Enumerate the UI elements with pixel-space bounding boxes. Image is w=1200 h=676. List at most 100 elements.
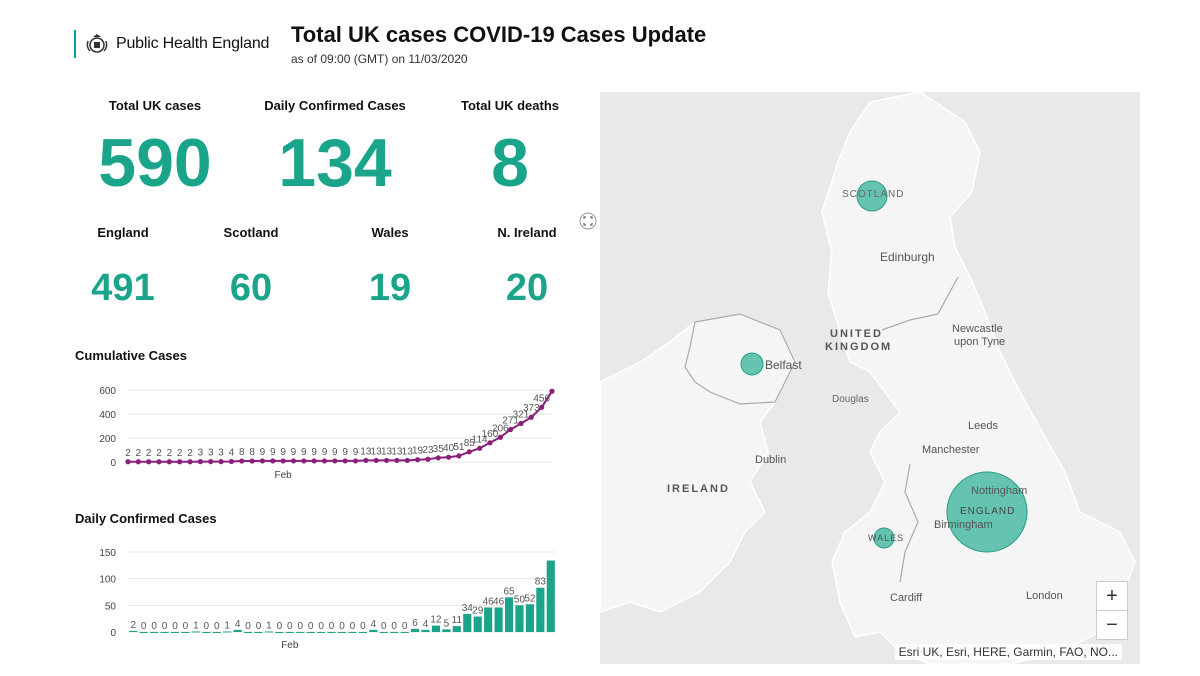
data-label: 13 [381, 446, 393, 457]
y-tick-label: 150 [99, 548, 116, 559]
data-point [290, 458, 297, 464]
bar [369, 629, 378, 632]
data-label: 13 [391, 446, 403, 457]
bar-label: 0 [162, 621, 168, 632]
data-label: 3 [198, 448, 204, 459]
map-label-dublin: Dublin [755, 454, 787, 466]
y-tick-label: 600 [99, 386, 116, 397]
bar-label: 5 [444, 618, 450, 629]
data-label: 160 [482, 429, 499, 440]
bar-label: 1 [266, 620, 272, 631]
data-point [187, 459, 193, 465]
bar-label: 4 [235, 619, 241, 630]
bar-label: 0 [350, 621, 356, 632]
bar [170, 632, 180, 633]
data-point [528, 414, 534, 420]
bar-label: 6 [412, 618, 418, 629]
map-label-nottingham: Nottingham [971, 485, 1028, 497]
data-point [342, 458, 348, 464]
data-point [301, 458, 307, 464]
data-point [466, 449, 472, 455]
data-label: 9 [291, 447, 297, 458]
data-label: 9 [311, 447, 317, 458]
brand-name: Public Health England [116, 35, 270, 52]
data-label: 2 [187, 448, 193, 459]
england-case-bubble[interactable] [946, 471, 1028, 553]
wales-england-border [899, 463, 919, 583]
data-label: 9 [301, 447, 307, 458]
uk-map[interactable]: SCOTLAND Edinburgh UNITED KINGDOM Newcas… [600, 92, 1140, 664]
bar-label: 0 [214, 621, 220, 632]
bar [285, 632, 294, 633]
data-point [249, 458, 255, 464]
wales-label: Wales [371, 225, 409, 240]
bar [494, 607, 503, 632]
n-ireland-label: N. Ireland [497, 225, 557, 240]
data-label: 35 [433, 444, 445, 455]
wales-value: 19 [368, 267, 412, 309]
data-point [549, 388, 555, 394]
daily-cases-label: Daily Confirmed Cases [264, 98, 406, 113]
wales-case-bubble[interactable] [873, 527, 895, 549]
bar-label: 0 [141, 621, 147, 632]
data-point [197, 459, 203, 465]
bar [379, 632, 388, 633]
map-label-london: London [1026, 590, 1063, 602]
bar-label: 65 [503, 586, 515, 597]
expand-icon[interactable] [579, 212, 597, 230]
scotland-label: Scotland [223, 225, 279, 240]
bar [191, 631, 200, 633]
bar [327, 632, 336, 633]
map-label-cardiff: Cardiff [890, 592, 923, 604]
data-point [280, 458, 286, 464]
y-tick-label: 200 [99, 434, 116, 445]
data-point [259, 458, 266, 464]
data-label: 271 [502, 415, 519, 426]
data-label: 321 [513, 409, 530, 420]
bar-label: 1 [224, 620, 230, 631]
y-tick-label: 50 [105, 601, 117, 612]
bar-label: 0 [318, 621, 324, 632]
data-label: 3 [218, 448, 224, 459]
scotland-case-bubble[interactable] [856, 180, 888, 212]
bar-label: 0 [391, 621, 397, 632]
n-ireland-case-bubble[interactable] [740, 352, 764, 376]
map-label-united: UNITED [830, 328, 883, 340]
england-value: 491 [91, 267, 155, 309]
map-label-edinburgh: Edinburgh [880, 250, 935, 264]
bar [233, 629, 242, 632]
bar [411, 628, 420, 632]
map-label-england: ENGLAND [960, 506, 1016, 517]
map-canvas[interactable] [600, 92, 1140, 664]
royal-crest-icon [86, 34, 108, 53]
bar [473, 616, 482, 632]
data-label: 2 [156, 448, 162, 459]
zoom-controls: + − [1096, 581, 1128, 640]
bar [525, 604, 534, 632]
data-label: 13 [371, 446, 383, 457]
bar [243, 632, 253, 633]
scotland-england-border [881, 276, 959, 331]
data-point [445, 454, 452, 460]
bar-label: 0 [402, 621, 408, 632]
cumulative-chart-title: Cumulative Cases [75, 348, 187, 363]
bar [254, 632, 263, 633]
bar [431, 625, 441, 632]
bar-label: 2 [130, 620, 136, 631]
bar [515, 605, 524, 632]
data-point [383, 457, 390, 464]
data-point [404, 457, 410, 464]
bar [463, 613, 472, 632]
page-subtitle: as of 09:00 (GMT) on 11/03/2020 [291, 52, 468, 66]
zoom-out-button[interactable]: − [1097, 610, 1127, 639]
bar [264, 631, 273, 633]
map-label-douglas: Douglas [832, 394, 869, 405]
data-point [487, 440, 493, 446]
data-point [508, 426, 514, 433]
zoom-in-button[interactable]: + [1106, 585, 1118, 607]
bar [139, 632, 148, 633]
england-label: England [97, 225, 149, 240]
map-attribution: Esri UK, Esri, HERE, Garmin, FAO, NO... [894, 644, 1122, 660]
